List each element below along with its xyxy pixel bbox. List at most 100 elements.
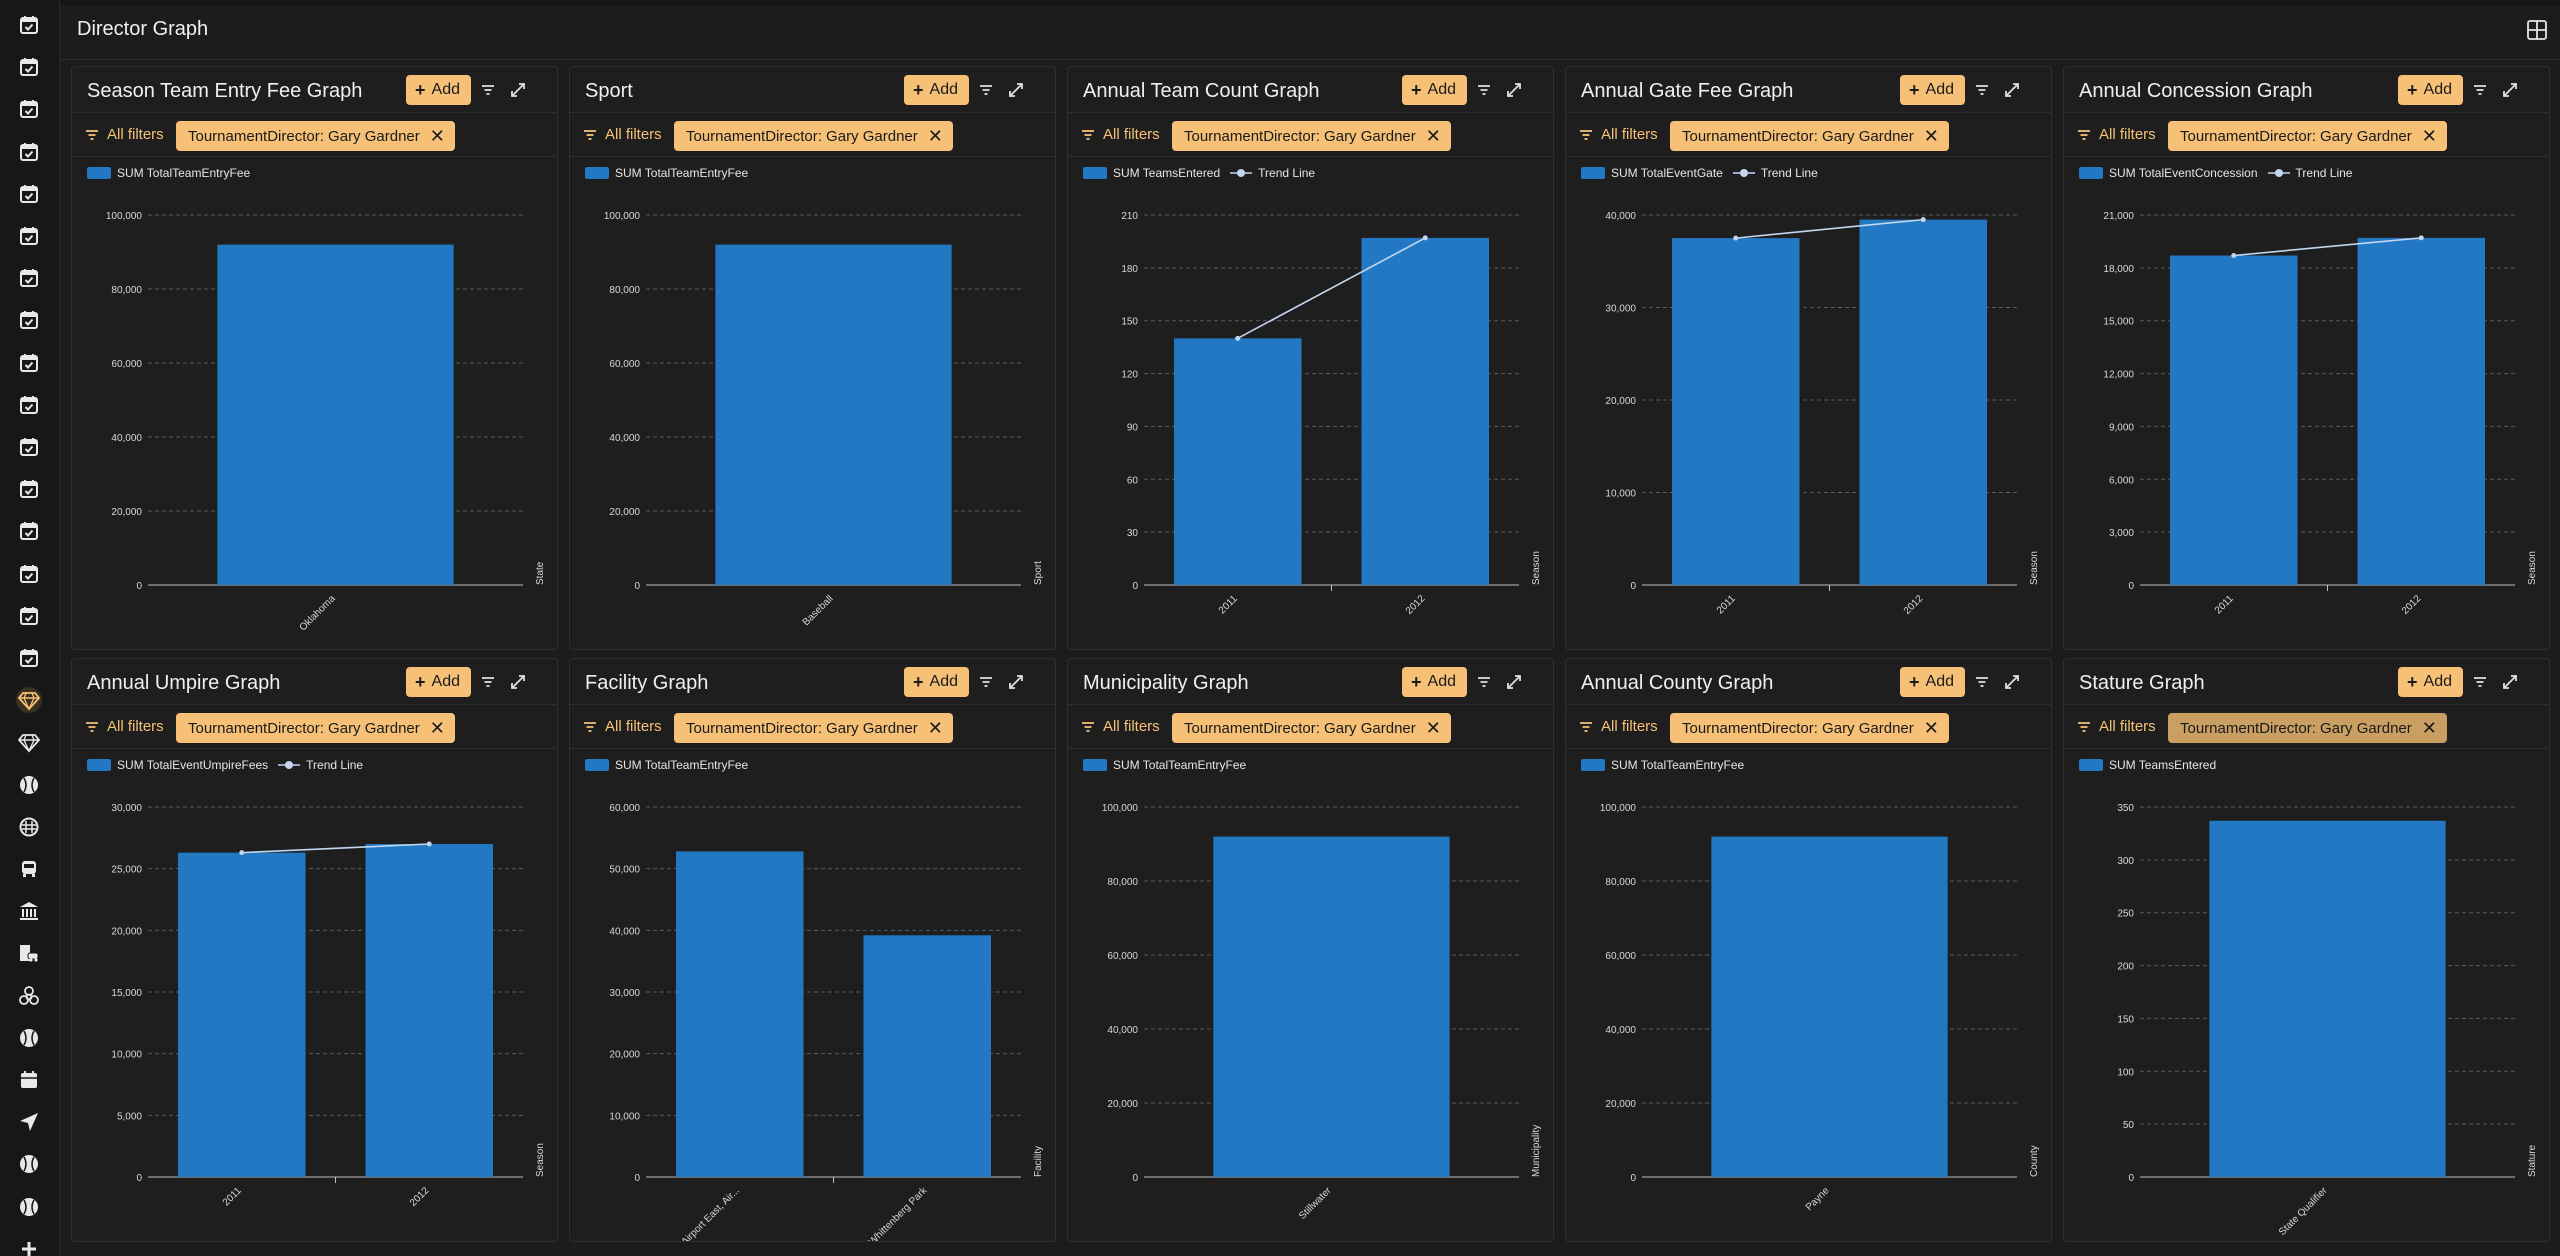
legend-trend[interactable]: Trend Line bbox=[2267, 166, 2352, 180]
bus-icon[interactable] bbox=[16, 856, 42, 882]
calendar-check-icon[interactable] bbox=[16, 12, 42, 38]
add-button[interactable]: + Add bbox=[406, 667, 471, 697]
expand-icon[interactable] bbox=[2002, 672, 2022, 692]
bar[interactable] bbox=[1213, 836, 1450, 1177]
calendar-check-icon[interactable] bbox=[16, 307, 42, 333]
building-car-icon[interactable] bbox=[16, 940, 42, 966]
filter-chip[interactable]: TournamentDirector: Gary Gardner ✕ bbox=[674, 121, 953, 151]
expand-icon[interactable] bbox=[1504, 80, 1524, 100]
calendar-check-icon[interactable] bbox=[16, 603, 42, 629]
add-button[interactable]: + Add bbox=[1900, 667, 1965, 697]
add-button[interactable]: + Add bbox=[904, 75, 969, 105]
all-filters-button[interactable]: All filters bbox=[1081, 126, 1160, 143]
add-button[interactable]: + Add bbox=[406, 75, 471, 105]
calendar-check-icon[interactable] bbox=[16, 139, 42, 165]
baseball-icon[interactable] bbox=[16, 1025, 42, 1051]
bar[interactable] bbox=[1711, 836, 1948, 1177]
filter-icon[interactable] bbox=[2470, 80, 2490, 100]
bar[interactable] bbox=[1361, 237, 1490, 585]
legend-trend[interactable]: Trend Line bbox=[278, 758, 363, 772]
filter-icon[interactable] bbox=[1972, 80, 1992, 100]
legend-swatch[interactable] bbox=[585, 167, 609, 179]
bar[interactable] bbox=[217, 244, 454, 585]
filter-chip[interactable]: TournamentDirector: Gary Gardner ✕ bbox=[2168, 121, 2447, 151]
filter-icon[interactable] bbox=[1972, 672, 1992, 692]
plus-icon[interactable] bbox=[16, 1236, 42, 1256]
calendar-check-icon[interactable] bbox=[16, 392, 42, 418]
close-icon[interactable]: ✕ bbox=[429, 126, 445, 146]
filter-chip[interactable]: TournamentDirector: Gary Gardner ✕ bbox=[176, 713, 455, 743]
trend-point[interactable] bbox=[1733, 235, 1739, 241]
all-filters-button[interactable]: All filters bbox=[1081, 718, 1160, 735]
trend-point[interactable] bbox=[2418, 235, 2424, 241]
filter-chip[interactable]: TournamentDirector: Gary Gardner ✕ bbox=[1172, 121, 1451, 151]
expand-icon[interactable] bbox=[508, 672, 528, 692]
biohazard-icon[interactable] bbox=[16, 983, 42, 1009]
all-filters-button[interactable]: All filters bbox=[583, 718, 662, 735]
filter-icon[interactable] bbox=[1474, 80, 1494, 100]
legend-swatch[interactable] bbox=[585, 759, 609, 771]
filter-icon[interactable] bbox=[976, 672, 996, 692]
calendar-check-icon[interactable] bbox=[16, 181, 42, 207]
calendar-check-icon[interactable] bbox=[16, 476, 42, 502]
calendar-icon[interactable] bbox=[16, 1067, 42, 1093]
legend-swatch[interactable] bbox=[1083, 167, 1107, 179]
all-filters-button[interactable]: All filters bbox=[1579, 718, 1658, 735]
legend-swatch[interactable] bbox=[2079, 759, 2103, 771]
bar[interactable] bbox=[178, 852, 306, 1177]
close-icon[interactable]: ✕ bbox=[927, 718, 943, 738]
all-filters-button[interactable]: All filters bbox=[1579, 126, 1658, 143]
legend-swatch[interactable] bbox=[1581, 167, 1605, 179]
filter-icon[interactable] bbox=[2470, 672, 2490, 692]
all-filters-button[interactable]: All filters bbox=[583, 126, 662, 143]
bar[interactable] bbox=[2170, 255, 2298, 585]
all-filters-button[interactable]: All filters bbox=[2077, 126, 2156, 143]
legend-swatch[interactable] bbox=[2079, 167, 2103, 179]
trend-point[interactable] bbox=[1235, 335, 1241, 341]
trend-point[interactable] bbox=[239, 850, 245, 856]
filter-icon[interactable] bbox=[1474, 672, 1494, 692]
close-icon[interactable]: ✕ bbox=[2421, 718, 2437, 738]
close-icon[interactable]: ✕ bbox=[429, 718, 445, 738]
add-button[interactable]: + Add bbox=[1402, 667, 1467, 697]
bar[interactable] bbox=[1672, 238, 1800, 585]
close-icon[interactable]: ✕ bbox=[1425, 126, 1441, 146]
calendar-check-icon[interactable] bbox=[16, 518, 42, 544]
close-icon[interactable]: ✕ bbox=[2421, 126, 2437, 146]
bar[interactable] bbox=[1174, 338, 1302, 585]
expand-icon[interactable] bbox=[508, 80, 528, 100]
filter-icon[interactable] bbox=[478, 80, 498, 100]
expand-icon[interactable] bbox=[2002, 80, 2022, 100]
bar[interactable] bbox=[2357, 237, 2486, 585]
calendar-check-icon[interactable] bbox=[16, 223, 42, 249]
legend-swatch[interactable] bbox=[1083, 759, 1107, 771]
filter-chip[interactable]: TournamentDirector: Gary Gardner ✕ bbox=[1172, 713, 1451, 743]
calendar-check-icon[interactable] bbox=[16, 54, 42, 80]
building-columns-icon[interactable] bbox=[16, 898, 42, 924]
all-filters-button[interactable]: All filters bbox=[2077, 718, 2156, 735]
filter-chip[interactable]: TournamentDirector: Gary Gardner ✕ bbox=[176, 121, 455, 151]
close-icon[interactable]: ✕ bbox=[1923, 718, 1939, 738]
legend-swatch[interactable] bbox=[87, 759, 111, 771]
filter-icon[interactable] bbox=[478, 672, 498, 692]
trend-point[interactable] bbox=[1920, 217, 1926, 223]
filter-chip[interactable]: TournamentDirector: Gary Gardner ✕ bbox=[2168, 713, 2447, 743]
all-filters-button[interactable]: All filters bbox=[85, 126, 164, 143]
calendar-check-icon[interactable] bbox=[16, 350, 42, 376]
legend-trend[interactable]: Trend Line bbox=[1732, 166, 1818, 180]
trend-point[interactable] bbox=[426, 841, 432, 847]
bar[interactable] bbox=[2209, 820, 2446, 1177]
calendar-check-icon[interactable] bbox=[16, 434, 42, 460]
location-arrow-icon[interactable] bbox=[16, 1109, 42, 1135]
expand-icon[interactable] bbox=[2500, 80, 2520, 100]
baseball-icon[interactable] bbox=[16, 1194, 42, 1220]
gem-icon[interactable] bbox=[16, 687, 42, 714]
close-icon[interactable]: ✕ bbox=[1923, 126, 1939, 146]
filter-chip[interactable]: TournamentDirector: Gary Gardner ✕ bbox=[1670, 713, 1949, 743]
add-button[interactable]: + Add bbox=[2398, 75, 2463, 105]
gem-icon[interactable] bbox=[16, 729, 42, 755]
filter-chip[interactable]: TournamentDirector: Gary Gardner ✕ bbox=[674, 713, 953, 743]
mask-icon[interactable] bbox=[16, 814, 42, 840]
expand-icon[interactable] bbox=[1504, 672, 1524, 692]
filter-icon[interactable] bbox=[976, 80, 996, 100]
